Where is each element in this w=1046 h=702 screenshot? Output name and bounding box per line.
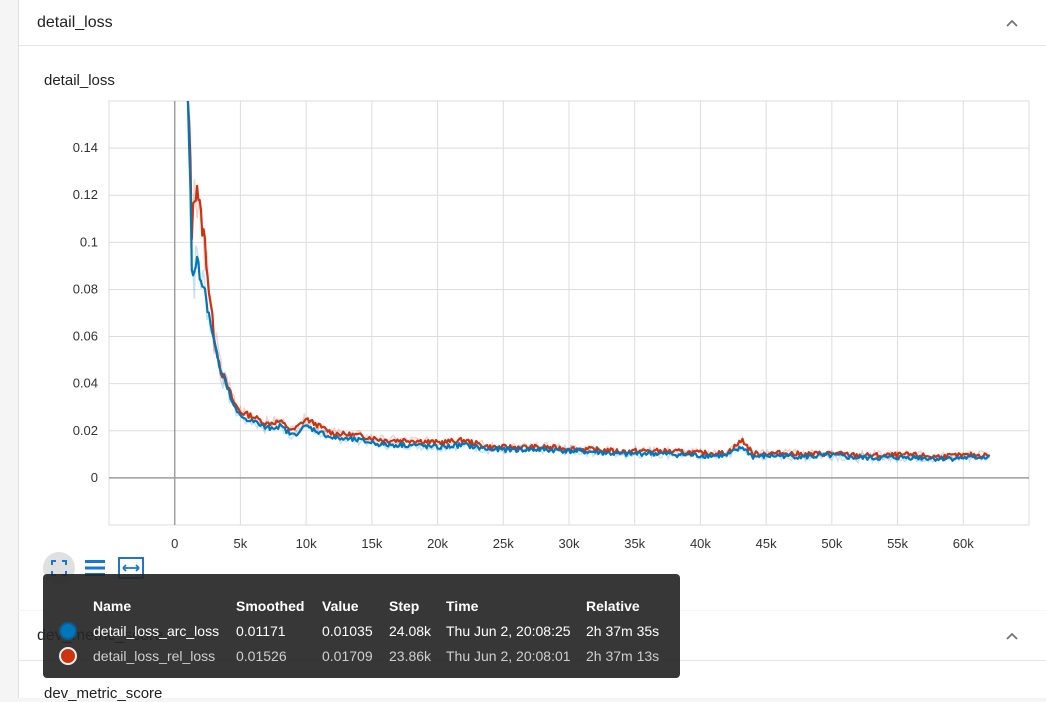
tooltip-relative: 2h 37m 13s — [586, 647, 660, 664]
y-tick-label: 0.14 — [73, 140, 98, 155]
tooltip-swatch-header — [59, 594, 93, 618]
chevron-up-icon[interactable] — [1005, 16, 1019, 30]
tooltip-header-value: Value — [322, 598, 359, 614]
tooltip-swatch — [59, 643, 93, 668]
x-tick-label: 35k — [624, 536, 645, 551]
x-tick-label: 20k — [427, 536, 448, 551]
tooltip-time: Thu Jun 2, 20:08:25 — [446, 622, 571, 639]
tooltip-step: 23.86k — [389, 647, 432, 664]
y-tick-label: 0.06 — [73, 329, 98, 344]
chart-tooltip: Name Smoothed Value Step Time Relative d… — [43, 574, 680, 678]
card-header[interactable]: detail_loss — [19, 0, 1046, 46]
x-tick-label: 5k — [234, 536, 248, 551]
plot-title: detail_loss — [44, 72, 115, 89]
raw-line-detail_loss_rel_loss — [187, 100, 989, 463]
x-tick-label: 50k — [821, 536, 842, 551]
chevron-up-icon[interactable] — [1005, 629, 1019, 643]
tick-labels: 0 5k 10k 15k 20k 25k 30k 35k 40k 45k 50k 55k 60k 0 0.0… — [73, 140, 975, 551]
x-tick-label: 60k — [953, 536, 974, 551]
tooltip-smoothed: 0.01526 — [236, 647, 287, 664]
tooltip-name: detail_loss_rel_loss — [93, 647, 216, 664]
tooltip-time: Thu Jun 2, 20:08:01 — [446, 647, 571, 664]
tooltip-name: detail_loss_arc_loss — [93, 622, 220, 639]
tooltip-header-smoothed: Smoothed — [236, 598, 305, 614]
x-tick-label: 10k — [296, 536, 317, 551]
y-tick-label: 0.08 — [73, 281, 98, 296]
series-lines — [186, 100, 991, 465]
y-tick-label: 0.1 — [80, 234, 98, 249]
tooltip-header-name: Name — [93, 598, 132, 614]
card-detail-loss: detail_loss detail_loss — [18, 0, 1046, 610]
tooltip-value: 0.01035 — [322, 622, 373, 639]
series-line-detail_loss_rel_loss — [186, 100, 991, 460]
y-tick-label: 0.12 — [73, 187, 98, 202]
tooltip-row: detail_loss_arc_loss 0.01171 0.01035 24.… — [59, 618, 659, 643]
x-tick-label: 55k — [887, 536, 908, 551]
card-title: detail_loss — [37, 13, 113, 31]
fit-domain-icon — [51, 560, 67, 576]
plot-title-2: dev_metric_score — [44, 685, 163, 702]
x-tick-label: 40k — [690, 536, 711, 551]
left-strip — [0, 0, 18, 698]
y-tick-label: 0.02 — [73, 423, 98, 438]
x-tick-label: 15k — [361, 536, 382, 551]
y-tick-label: 0.04 — [73, 376, 98, 391]
x-tick-label: 30k — [559, 536, 580, 551]
tooltip-header-relative: Relative — [586, 598, 640, 614]
tooltip-swatch — [59, 618, 93, 643]
axes — [109, 101, 1029, 525]
tooltip-value: 0.01709 — [322, 647, 373, 664]
series-line-detail_loss_arc_loss — [186, 100, 990, 462]
tooltip-header-time: Time — [446, 598, 479, 614]
tooltip-relative: 2h 37m 35s — [586, 622, 660, 639]
tooltip-row: detail_loss_rel_loss 0.01526 0.01709 23.… — [59, 643, 659, 668]
x-tick-label: 25k — [493, 536, 514, 551]
line-chart[interactable]: 0 5k 10k 15k 20k 25k 30k 35k 40k 45k 50k 55k 60k 0 0.0… — [0, 0, 1046, 560]
tooltip-header-row: Name Smoothed Value Step Time Relative — [59, 594, 659, 618]
tooltip-step: 24.08k — [389, 622, 432, 639]
x-tick-label: 45k — [756, 536, 777, 551]
x-tick-label: 0 — [171, 536, 178, 551]
raw-line-detail_loss_arc_loss — [187, 100, 989, 465]
series-color-dot — [59, 646, 77, 665]
tooltip-header-step: Step — [389, 598, 420, 614]
series-color-dot — [59, 621, 77, 640]
tooltip-table: Name Smoothed Value Step Time Relative d… — [59, 594, 659, 668]
y-tick-label: 0 — [91, 470, 98, 485]
tooltip-smoothed: 0.01171 — [236, 622, 286, 639]
